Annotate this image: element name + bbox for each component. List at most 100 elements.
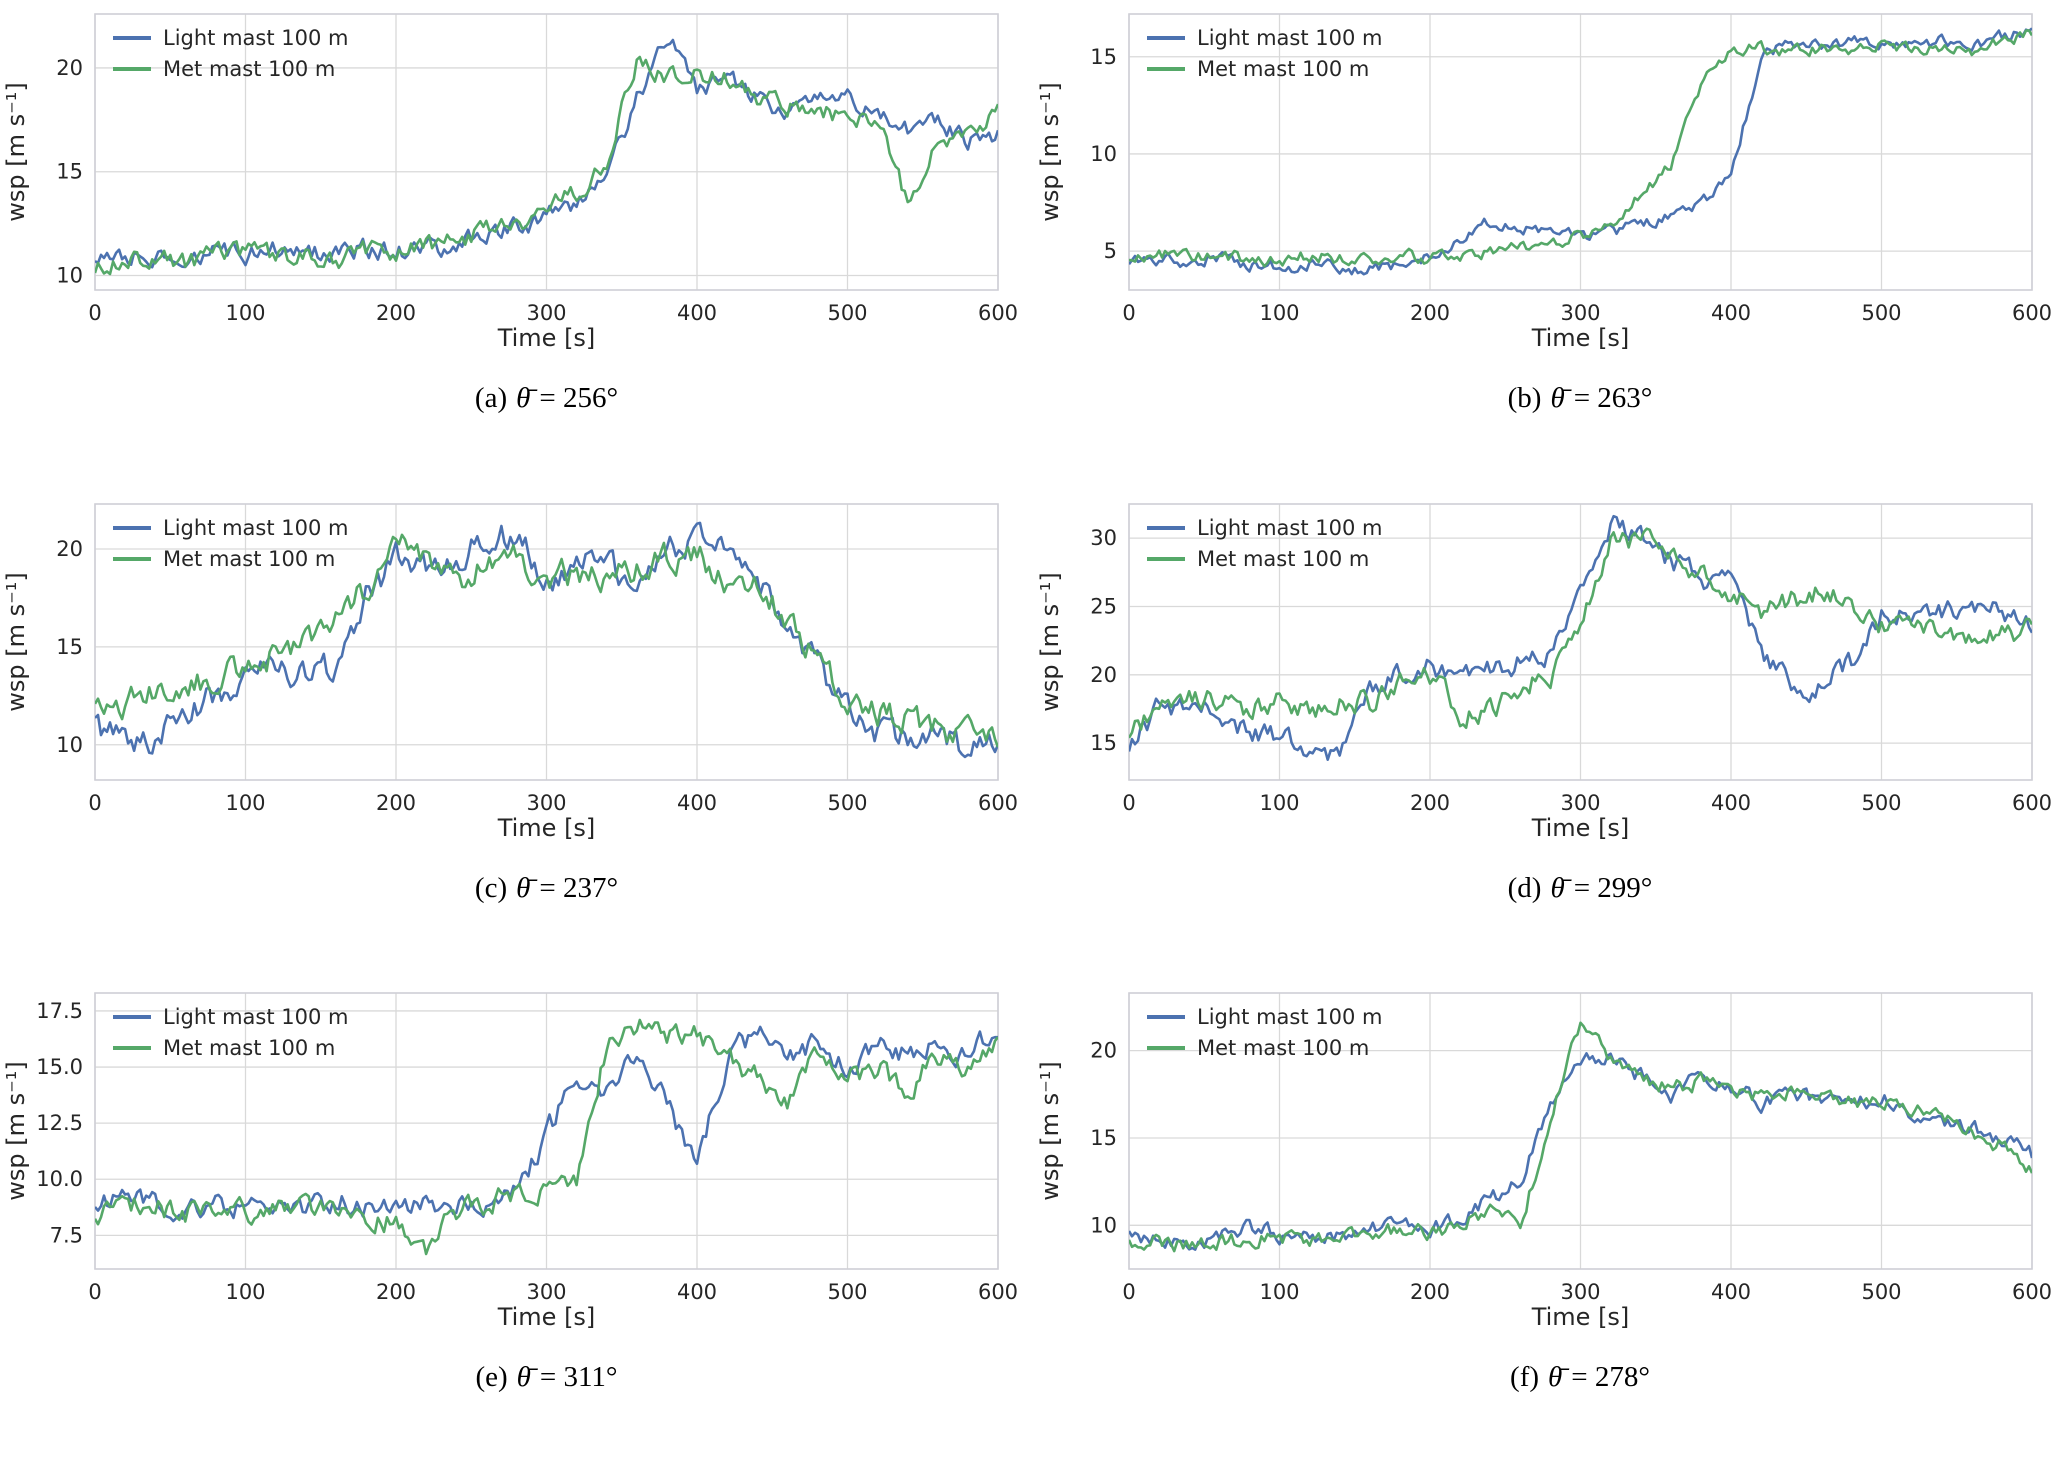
y-axis-label: wsp [m s⁻¹]	[2, 572, 30, 712]
x-tick-label: 600	[2011, 1280, 2051, 1304]
x-axis-label: Time [s]	[1530, 324, 1629, 352]
series-line-1	[95, 55, 998, 276]
x-tick-label: 400	[1710, 1280, 1750, 1304]
caption-label: (b)	[1507, 382, 1542, 414]
x-tick-label: 200	[376, 1280, 416, 1304]
y-tick-label: 5	[1103, 239, 1116, 263]
x-tick-label: 300	[526, 791, 566, 815]
legend-label-0: Light mast 100 m	[163, 1005, 348, 1029]
y-tick-label: 15	[56, 635, 83, 659]
grid-lines	[94, 503, 999, 780]
x-tick-label: 600	[2011, 301, 2051, 325]
x-tick-label: 200	[376, 301, 416, 325]
grid-lines	[94, 14, 999, 290]
legend: Light mast 100 m Met mast 100 m	[1146, 516, 1382, 571]
y-tick-label: 15	[56, 160, 83, 184]
theta-bar-symbol: θ̄	[516, 871, 531, 904]
x-tick-label: 100	[225, 791, 265, 815]
plot-border	[1127, 992, 2033, 1271]
x-tick-label: 200	[1409, 1280, 1449, 1304]
y-tick-label: 17.5	[36, 999, 83, 1023]
y-tick-label: 30	[1090, 526, 1117, 550]
caption-label: (c)	[474, 871, 508, 904]
x-tick-label: 100	[1259, 301, 1299, 325]
x-tick-label: 200	[1409, 301, 1449, 325]
caption-value: = 311°	[539, 1361, 618, 1394]
caption-value: = 263°	[1573, 382, 1653, 414]
y-axis-label: wsp [m s⁻¹]	[1036, 572, 1064, 712]
chart-svg: 0 100 200 300 400 500 600 15 20 25 30 Time [s] wsp […	[1036, 502, 2052, 842]
y-tick-label: 20	[1090, 1039, 1117, 1063]
theta-bar-symbol: θ̄	[516, 1361, 531, 1394]
y-tick-label: 10	[1090, 1214, 1117, 1238]
caption-b: (b) θ̄ = 263°	[1034, 382, 2067, 415]
x-tick-label: 300	[526, 301, 566, 325]
plot-border	[1127, 502, 2033, 781]
y-tick-label: 10.0	[36, 1168, 83, 1192]
chart-svg: 0 100 200 300 400 500 600 7.5 10.0 12.5 15.0 17.5 Ti…	[2, 992, 1018, 1331]
x-tick-label: 0	[88, 301, 101, 325]
x-tick-label: 500	[1861, 791, 1901, 815]
y-tick-label: 10	[56, 263, 83, 287]
y-tick-label: 12.5	[36, 1111, 83, 1135]
series-line-1	[95, 1019, 998, 1256]
panel-f: 0 100 200 300 400 500 600 10 15 20 Time [s] wsp [m …	[1034, 979, 2067, 1469]
x-axis-label: Time [s]	[1530, 1303, 1629, 1331]
x-tick-label: 600	[978, 1280, 1018, 1304]
x-tick-label: 0	[1122, 301, 1135, 325]
x-tick-label: 400	[677, 301, 717, 325]
x-axis-label: Time [s]	[1530, 814, 1629, 842]
series-group	[95, 1019, 998, 1256]
theta-bar-symbol: θ̄	[1550, 382, 1565, 414]
chart-e: 0 100 200 300 400 500 600 7.5 10.0 12.5 15.0 17.5 Ti…	[0, 979, 1033, 1331]
y-axis-label: wsp [m s⁻¹]	[1036, 1062, 1064, 1202]
legend: Light mast 100 m Met mast 100 m	[113, 1005, 348, 1060]
plot-border	[94, 992, 999, 1271]
x-tick-label: 0	[1122, 1280, 1135, 1304]
grid-lines	[94, 993, 999, 1270]
caption-a: (a) θ̄ = 256°	[0, 382, 1033, 415]
x-tick-label: 100	[1259, 791, 1299, 815]
chart-svg: 0 100 200 300 400 500 600 10 15 20 Time [s] wsp [m …	[2, 502, 1018, 842]
legend-label-1: Met mast 100 m	[1197, 57, 1369, 81]
y-tick-label: 25	[1090, 594, 1117, 618]
series-group	[1128, 1021, 2032, 1253]
x-tick-label: 100	[225, 1280, 265, 1304]
theta-bar-symbol: θ̄	[1550, 871, 1565, 904]
y-axis-label: wsp [m s⁻¹]	[1036, 82, 1064, 222]
y-tick-label: 20	[1090, 662, 1117, 686]
panel-b: 0 100 200 300 400 500 600 5 10 15 Time [s] wsp [m s…	[1034, 0, 2067, 490]
caption-label: (e)	[475, 1361, 508, 1394]
grid-lines	[1127, 993, 2033, 1270]
x-tick-label: 300	[526, 1280, 566, 1304]
legend-label-1: Met mast 100 m	[1197, 1036, 1369, 1060]
y-tick-label: 20	[56, 537, 83, 561]
x-tick-label: 600	[978, 301, 1018, 325]
caption-f: (f) θ̄ = 278°	[1034, 1361, 2067, 1394]
x-axis-label: Time [s]	[497, 1303, 596, 1331]
x-tick-label: 300	[1560, 791, 1600, 815]
legend: Light mast 100 m Met mast 100 m	[113, 26, 348, 81]
x-tick-label: 100	[225, 301, 265, 325]
series-group	[1128, 514, 2032, 761]
caption-c: (c) θ̄ = 237°	[0, 872, 1033, 905]
x-tick-label: 0	[88, 1280, 101, 1304]
series-line-1	[95, 533, 998, 748]
legend: Light mast 100 m Met mast 100 m	[1146, 1005, 1382, 1060]
y-tick-label: 7.5	[50, 1224, 83, 1248]
x-tick-label: 200	[376, 791, 416, 815]
x-tick-label: 500	[1861, 301, 1901, 325]
x-tick-label: 100	[1259, 1280, 1299, 1304]
x-tick-label: 0	[1122, 791, 1135, 815]
caption-d: (d) θ̄ = 299°	[1034, 872, 2067, 905]
series-line-1	[1128, 29, 2032, 268]
legend-label-0: Light mast 100 m	[1197, 1005, 1382, 1029]
chart-svg: 0 100 200 300 400 500 600 5 10 15 Time [s] wsp [m s…	[1036, 13, 2052, 352]
caption-value: = 256°	[539, 382, 619, 414]
legend-label-0: Light mast 100 m	[1197, 516, 1382, 540]
caption-label: (a)	[474, 382, 508, 414]
x-tick-label: 200	[1409, 791, 1449, 815]
y-tick-label: 15	[1090, 45, 1117, 69]
x-tick-label: 400	[677, 1280, 717, 1304]
series-group	[95, 521, 998, 758]
